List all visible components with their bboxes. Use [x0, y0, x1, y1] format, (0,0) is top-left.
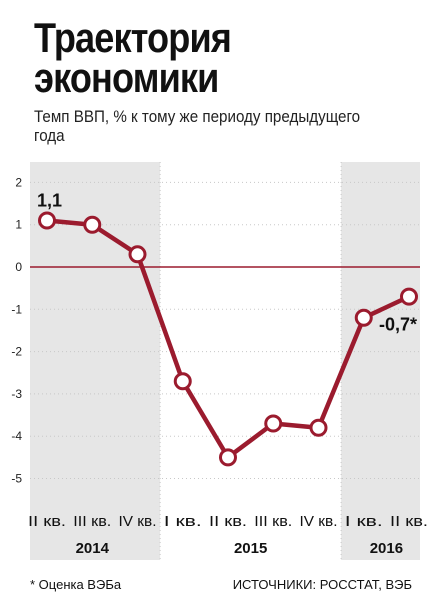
x-tick-label: II кв. [28, 513, 66, 530]
y-tick-label: -3 [11, 387, 22, 401]
chart-title: Траектория экономики [34, 14, 232, 101]
data-point [264, 414, 283, 433]
x-tick-label: I кв. [164, 513, 202, 530]
data-point [400, 287, 418, 306]
data-point [309, 418, 328, 437]
x-tick-label: III кв. [73, 513, 111, 530]
data-label: 1,1 [37, 190, 62, 210]
x-tick-label: II кв. [209, 513, 247, 530]
footnote: * Оценка ВЭБа [30, 577, 122, 592]
y-tick-label: -5 [11, 472, 22, 486]
year-label: 2015 [234, 540, 267, 557]
y-tick-label: -1 [11, 302, 22, 316]
x-tick-label: III кв. [254, 513, 292, 530]
data-point [173, 372, 192, 391]
data-point [38, 211, 56, 230]
data-point [219, 448, 237, 467]
y-tick-label: 2 [15, 175, 22, 189]
source-note: ИСТОЧНИКИ: РОССТАТ, ВЭБ [232, 577, 412, 592]
year-band-2016 [341, 162, 420, 560]
x-tick-label: IV кв. [119, 513, 157, 530]
y-tick-label: 0 [15, 260, 22, 274]
year-label: 2014 [76, 540, 110, 557]
x-tick-label: I кв. [345, 513, 383, 530]
chart-subtitle: Темп ВВП, % к тому же периоду предыдущег… [34, 108, 361, 145]
y-tick-label: -4 [11, 429, 22, 443]
data-label: -0,7* [379, 315, 417, 335]
y-tick-label: 1 [15, 218, 22, 232]
chart-title-line-2: экономики [34, 54, 219, 101]
data-point [354, 308, 373, 327]
x-tick-label: II кв. [390, 513, 428, 530]
data-point [83, 215, 102, 234]
chart-title-line-1: Траектория [34, 14, 232, 61]
x-tick-label: IV кв. [300, 513, 338, 530]
year-label: 2016 [370, 540, 403, 557]
data-point [128, 245, 147, 264]
y-tick-label: -2 [11, 345, 22, 359]
